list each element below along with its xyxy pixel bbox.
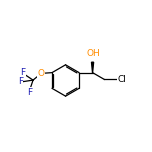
Text: Cl: Cl (117, 75, 126, 84)
Text: F: F (18, 77, 23, 86)
Polygon shape (92, 62, 94, 73)
Text: F: F (21, 68, 26, 77)
Text: O: O (38, 69, 45, 78)
Text: F: F (27, 88, 32, 97)
Text: OH: OH (87, 49, 100, 58)
